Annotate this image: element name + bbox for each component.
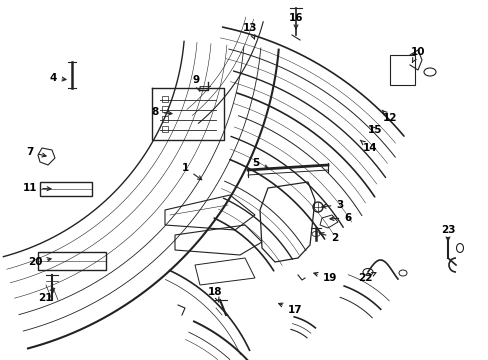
Text: 16: 16 [288, 13, 303, 29]
Text: 15: 15 [367, 125, 382, 135]
Text: 14: 14 [360, 140, 377, 153]
Text: 13: 13 [242, 23, 257, 39]
Text: 22: 22 [357, 273, 375, 283]
Text: 6: 6 [329, 213, 351, 223]
Bar [38, 252, 106, 270]
Text: 18: 18 [207, 287, 222, 302]
Text: 3: 3 [321, 200, 343, 210]
Bar [162, 96, 168, 102]
Text: 4: 4 [49, 73, 66, 83]
Text: 8: 8 [151, 107, 172, 117]
Text: 17: 17 [278, 303, 302, 315]
Text: 1: 1 [181, 163, 201, 180]
Bar [162, 126, 168, 132]
Bar [389, 55, 414, 85]
Text: 19: 19 [313, 273, 337, 283]
Bar [40, 182, 92, 196]
Text: 5: 5 [252, 158, 268, 168]
Text: 7: 7 [26, 147, 46, 157]
Bar [162, 116, 168, 122]
Text: 9: 9 [192, 75, 200, 91]
Text: 11: 11 [23, 183, 51, 193]
Text: 20: 20 [28, 257, 51, 267]
Text: 12: 12 [382, 110, 396, 123]
Bar [162, 106, 168, 112]
Text: 23: 23 [440, 225, 454, 241]
Text: 2: 2 [319, 233, 338, 243]
Text: 21: 21 [38, 288, 55, 303]
Text: 10: 10 [410, 47, 425, 62]
